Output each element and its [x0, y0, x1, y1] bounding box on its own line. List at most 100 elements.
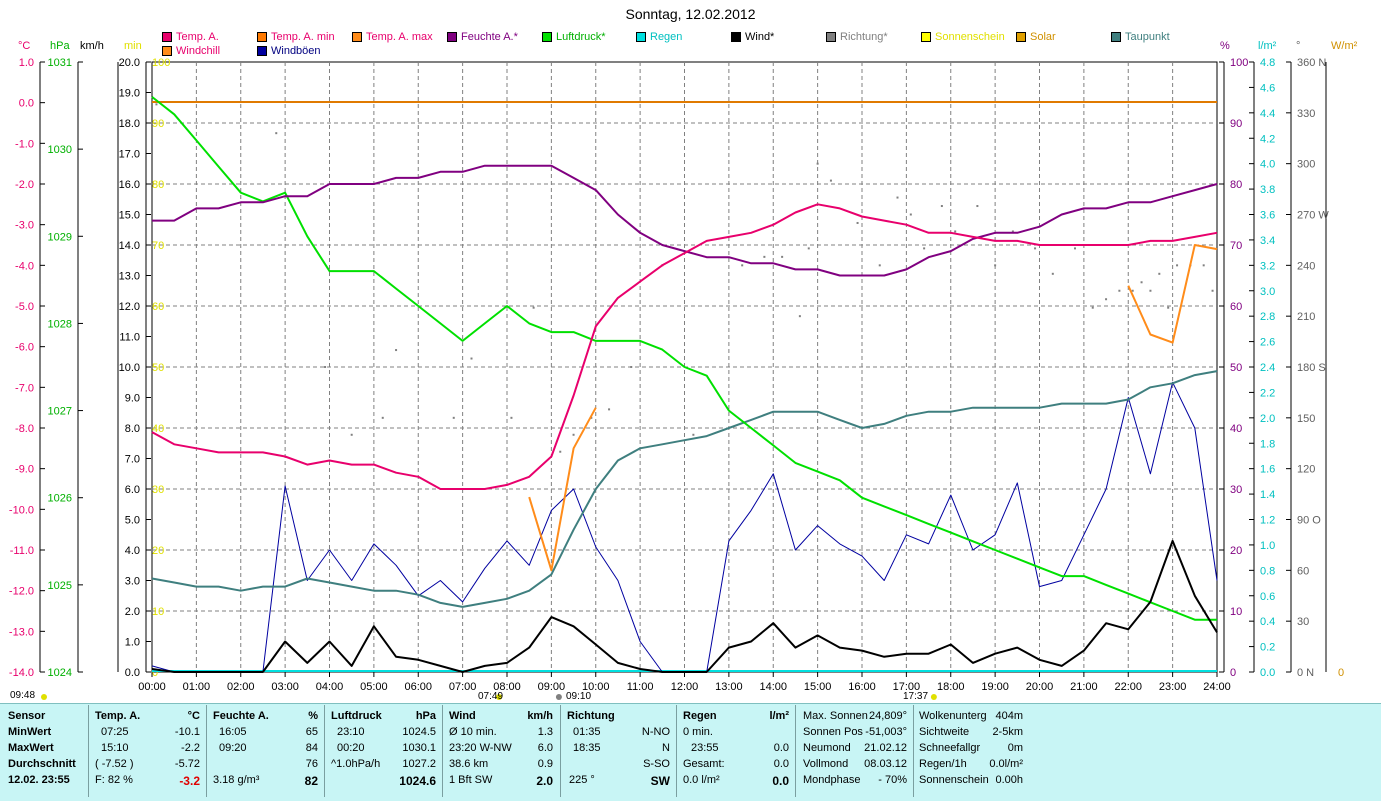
kmh-axis-tick-label: 1.0	[125, 637, 140, 649]
lm2-axis-tick-label: 1.4	[1260, 489, 1275, 501]
x-tick-label: 17:00	[893, 681, 921, 693]
legend-swatch	[162, 46, 172, 56]
hpa-axis-tick-label: 1027	[48, 406, 72, 418]
sun-info-label: Neumond	[803, 742, 851, 754]
min-axis-tick-label: 100	[152, 57, 170, 69]
lm2-axis-tick-label: 4.4	[1260, 108, 1275, 120]
legend-swatch	[352, 32, 362, 42]
legend-swatch	[826, 32, 836, 42]
x-tick-label: 13:00	[715, 681, 743, 693]
x-tick-label: 03:00	[271, 681, 299, 693]
legend-swatch	[731, 32, 741, 42]
x-tick-label: 07:00	[449, 681, 477, 693]
temp-axis-tick-label: -1.0	[15, 138, 34, 150]
lm2-axis-tick-label: 4.6	[1260, 82, 1275, 94]
deg-axis-tick-label: 90 O	[1297, 515, 1321, 527]
sun-info-value: 21.02.12	[864, 742, 907, 754]
regen-row-label: 23:55	[691, 742, 719, 754]
luftdruck-row-label: 23:10	[337, 726, 365, 738]
wind-row-label: 23:20 W-NW	[449, 742, 512, 754]
x-tick-label: 04:00	[316, 681, 344, 693]
x-tick-label: 24:00	[1203, 681, 1231, 693]
lm2-axis-tick-label: 0.6	[1260, 591, 1275, 603]
kmh-axis-tick-label: 2.0	[125, 606, 140, 618]
deg-axis-tick-label: 300	[1297, 159, 1315, 171]
regen-row-value: 0.0	[773, 742, 789, 754]
temp-axis-tick-label: -12.0	[9, 586, 34, 598]
legend-item: Temp. A. min	[257, 31, 335, 43]
legend-item: Sonnenschein	[921, 31, 1005, 43]
wind-header: Wind	[449, 710, 476, 722]
hpa-axis-tick-label: 1025	[48, 580, 72, 592]
direction-point	[1149, 289, 1152, 292]
legend-swatch	[1016, 32, 1026, 42]
sunrise-marker	[496, 694, 503, 700]
deg-axis-tick-label: 360 N	[1297, 57, 1326, 69]
kmh-axis-tick-label: 17.0	[119, 149, 140, 161]
direction-point	[940, 205, 943, 208]
temp-axis-tick-label: -13.0	[9, 626, 34, 638]
hpa-axis-tick-label: 1031	[48, 57, 72, 69]
temp-axis-tick-label: -10.0	[9, 504, 34, 516]
pct-axis-tick-label: 0	[1230, 667, 1236, 679]
kmh-axis-tick-label: 20.0	[119, 57, 140, 69]
wind-row-value: 0.9	[537, 758, 553, 770]
direction-point	[896, 196, 899, 199]
feuchte-row-value: 84	[305, 742, 318, 754]
regen-row-label: 0 min.	[683, 726, 713, 738]
legend-label: Windchill	[176, 45, 221, 57]
temp-axis-tick-label: -14.0	[9, 667, 34, 679]
wind-row-value: 2.0	[536, 774, 553, 788]
deg-axis-tick-label: 330	[1297, 108, 1315, 120]
direction-point	[976, 205, 979, 208]
direction-point	[923, 247, 926, 250]
legend-label: Windböen	[271, 45, 321, 57]
axis-unit-temp: °C	[18, 40, 30, 52]
direction-point	[1091, 306, 1094, 309]
direction-point	[1131, 289, 1134, 292]
direction-point	[630, 366, 633, 368]
temp-axis-tick-label: -9.0	[15, 464, 34, 476]
series-line-taupunkt	[151, 370, 1218, 608]
richtung-row-value: S-SO	[643, 758, 670, 770]
lm2-axis-tick-label: 0.2	[1260, 642, 1275, 654]
kmh-axis-tick-label: 16.0	[119, 179, 140, 191]
deg-axis-tick-label: 150	[1297, 413, 1315, 425]
x-tick-label: 02:00	[227, 681, 255, 693]
legend-item: Feuchte A.*	[447, 31, 518, 43]
direction-point	[532, 306, 535, 309]
legend-swatch	[257, 46, 267, 56]
sun-info-value: 08.03.12	[864, 758, 907, 770]
series-line-wind	[151, 539, 1218, 673]
sun-info-label: Sonnen Pos	[803, 726, 863, 738]
regen-row-value: 0.0	[772, 774, 789, 788]
legend-item: Temp. A. max	[352, 31, 433, 43]
kmh-axis-tick-label: 10.0	[119, 362, 140, 374]
temp-axis-tick-label: -2.0	[15, 179, 34, 191]
temp-axis-tick-label: -5.0	[15, 301, 34, 313]
sunset-label: 17:37	[903, 691, 929, 702]
weather-info-value: 404m	[995, 710, 1023, 722]
sunrise-left-marker	[41, 694, 47, 700]
lm2-axis-tick-label: 1.8	[1260, 438, 1275, 450]
hpa-axis-tick-label: 1024	[48, 667, 72, 679]
kmh-axis-tick-label: 12.0	[119, 301, 140, 313]
min-axis-tick-label: 10	[152, 606, 164, 618]
direction-point	[1176, 264, 1179, 267]
stats-panel	[0, 703, 1381, 801]
hpa-axis-tick-label: 1030	[48, 144, 72, 156]
direction-point	[1167, 306, 1170, 309]
series-line-windchill	[528, 244, 1218, 572]
temp-axis-tick-label: -3.0	[15, 220, 34, 232]
deg-axis-tick-label: 120	[1297, 464, 1315, 476]
legend-swatch	[921, 32, 931, 42]
legend-label: Sonnenschein	[935, 31, 1005, 43]
direction-point	[452, 416, 455, 419]
legend-swatch	[162, 32, 172, 42]
direction-point	[510, 416, 513, 419]
x-tick-label: 06:00	[404, 681, 432, 693]
feuchte-unit: %	[308, 710, 318, 722]
luftdruck-header: Luftdruck	[331, 710, 382, 722]
axis-unit-hpa: hPa	[50, 40, 70, 52]
direction-point	[692, 433, 695, 436]
